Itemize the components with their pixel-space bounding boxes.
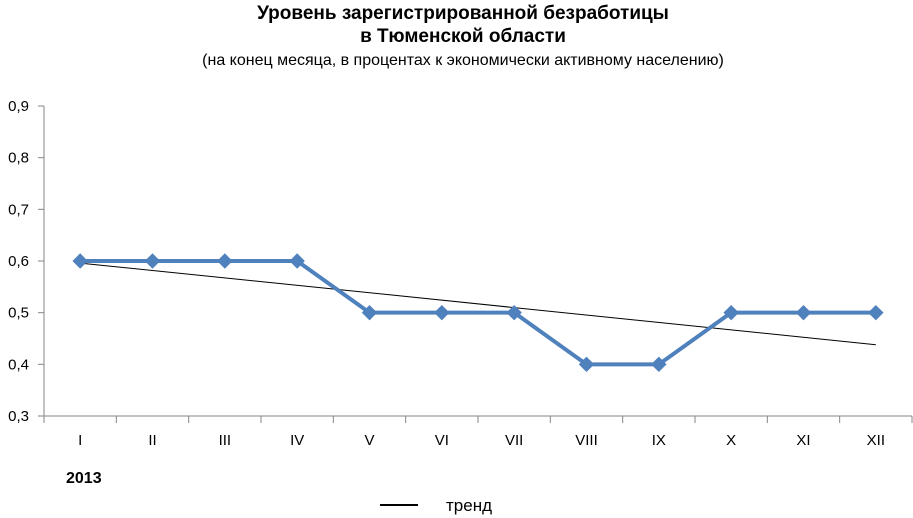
chart-title-line-1: Уровень зарегистрированной безработицы xyxy=(257,3,669,24)
series-group xyxy=(72,253,884,373)
data-point-marker xyxy=(868,304,884,321)
data-point-marker xyxy=(289,253,305,269)
x-tick-label: IX xyxy=(652,432,666,449)
year-label: 2013 xyxy=(66,470,102,487)
x-tick-label: XI xyxy=(796,432,810,449)
x-tick-label: III xyxy=(219,432,232,449)
y-tick-label: 0,3 xyxy=(8,408,29,425)
x-tick-label: IV xyxy=(290,432,304,449)
y-tick-label: 0,6 xyxy=(8,253,29,270)
y-tick-label: 0,7 xyxy=(8,201,29,218)
y-tick-label: 0,9 xyxy=(8,98,29,115)
x-tick-label: I xyxy=(78,432,82,449)
data-point-marker xyxy=(723,304,739,321)
legend: тренд xyxy=(380,496,492,515)
trend-line xyxy=(80,262,876,346)
x-tick-label: VIII xyxy=(575,432,598,449)
data-point-marker xyxy=(651,356,667,373)
data-point-marker xyxy=(361,304,378,321)
y-axis: 0,3 0,4 0,5 0,6 0,7 0,8 0,9 xyxy=(8,98,45,425)
data-point-marker xyxy=(578,356,595,373)
series-line xyxy=(78,259,878,367)
legend-trend-label: тренд xyxy=(446,496,492,515)
y-tick-label: 0,8 xyxy=(8,150,29,167)
x-tick-label: V xyxy=(364,432,374,449)
x-tick-label: X xyxy=(726,432,736,449)
x-tick-label: XII xyxy=(867,432,885,449)
trend-line-group xyxy=(80,262,876,346)
chart-title-line-2: в Тюменской области xyxy=(360,26,566,47)
data-point-marker xyxy=(506,304,522,321)
chart-subtitle: (на конец месяца, в процентах к экономич… xyxy=(202,52,724,69)
x-axis: I II III IV V VI VII VIII IX X XI XII xyxy=(43,415,913,449)
data-point-marker xyxy=(795,304,812,321)
data-point-marker xyxy=(434,304,450,321)
x-tick-label: VII xyxy=(505,432,523,449)
y-tick-label: 0,4 xyxy=(8,356,29,373)
data-point-marker xyxy=(72,253,88,269)
x-tick-label: II xyxy=(148,432,156,449)
data-point-marker xyxy=(144,253,161,269)
y-tick-label: 0,5 xyxy=(8,305,29,322)
x-tick-label: VI xyxy=(435,432,449,449)
data-point-marker xyxy=(217,253,233,269)
